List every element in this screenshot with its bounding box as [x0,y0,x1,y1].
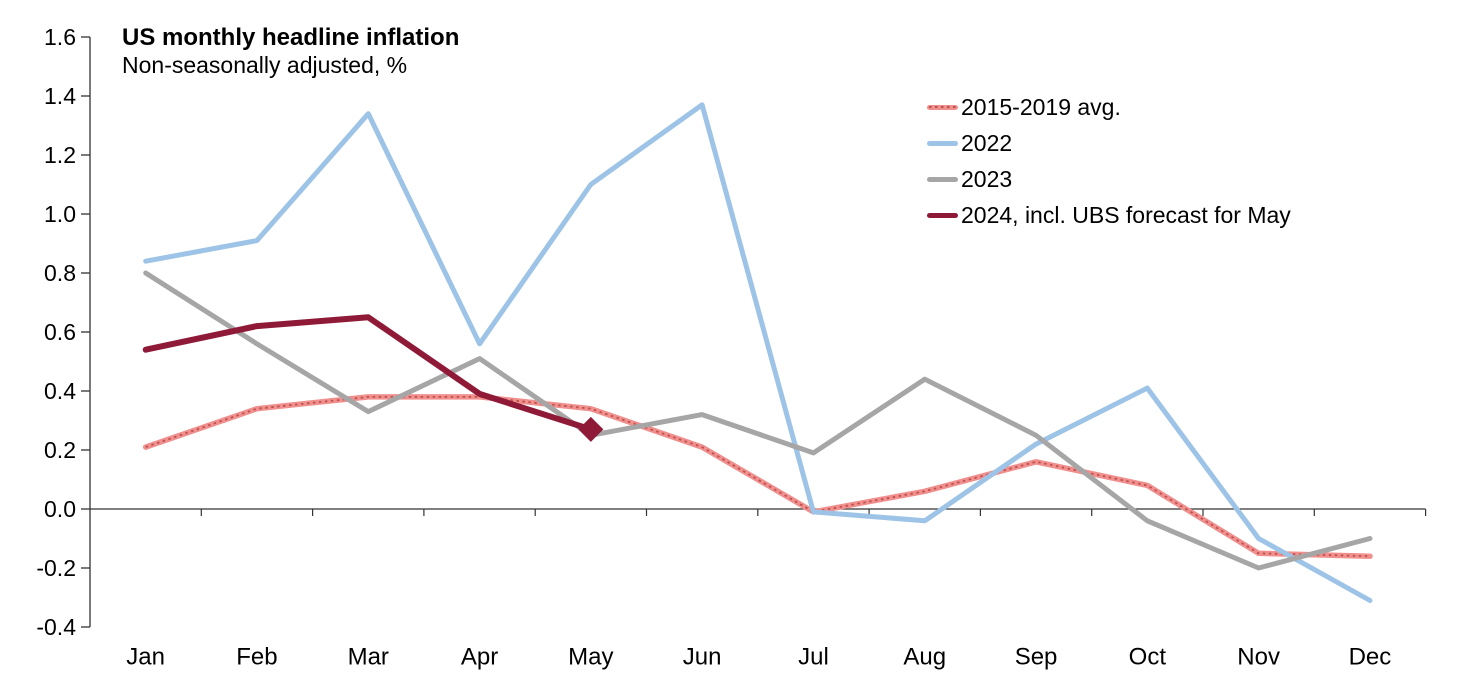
chart-legend: 2015-2019 avg. 2022 2023 2024, incl. UBS… [927,89,1291,233]
y-axis-tick-label: 0.0 [44,496,76,522]
y-axis-tick-label: 0.8 [44,260,76,286]
series-line-2 [143,270,1373,571]
legend-swatch-dots [929,106,956,108]
month-label-aug: Aug [903,643,946,670]
legend-swatch-2022 [927,140,958,146]
series-line-1 [143,102,1373,603]
month-label-sep: Sep [1015,643,1058,670]
y-axis-tick-label: -0.4 [36,614,76,640]
month-label-jul: Jul [798,643,829,670]
y-axis-tick-label: 1.4 [44,83,76,109]
y-axis-tick-label: 0.4 [44,378,76,404]
forecast-diamond-marker [578,416,604,442]
legend-item-2024-forecast: 2024, incl. UBS forecast for May [927,197,1291,233]
legend-item-2015-2019-avg: 2015-2019 avg. [927,89,1291,125]
legend-swatch-2024-forecast [927,212,958,218]
y-axis-tick-label: 0.6 [44,319,76,345]
series-line-3 [142,314,594,433]
month-label-dec: Dec [1349,643,1392,670]
page-subtitle: Non-seasonally adjusted, % [122,52,408,78]
page-title: US monthly headline inflation [122,24,460,51]
month-label-mar: Mar [348,643,389,670]
month-label-oct: Oct [1129,643,1167,670]
y-axis-tick-label: 0.2 [44,437,76,463]
y-axis-tick-label: -0.2 [36,555,76,581]
month-label-jan: Jan [126,643,165,670]
legend-label-2023: 2023 [961,165,1013,192]
legend-swatch-2023 [927,176,958,182]
legend-label-2024-forecast: 2024, incl. UBS forecast for May [961,201,1291,228]
month-label-jun: Jun [683,643,722,670]
month-label-may: May [568,643,613,670]
legend-item-2022: 2022 [927,125,1291,161]
y-axis-tick-label: 1.0 [44,201,76,227]
legend-label-2022: 2022 [961,129,1013,156]
y-axis-tick-label: 1.2 [44,142,76,168]
legend-label-2015-2019-avg: 2015-2019 avg. [961,93,1121,120]
y-axis-tick-label: 1.6 [44,24,76,50]
month-label-apr: Apr [461,643,498,670]
series-line-0 [142,394,1373,559]
month-label-feb: Feb [236,643,277,670]
legend-item-2023: 2023 [927,161,1291,197]
legend-swatch-2015-2019-avg [927,104,958,110]
month-label-nov: Nov [1237,643,1280,670]
